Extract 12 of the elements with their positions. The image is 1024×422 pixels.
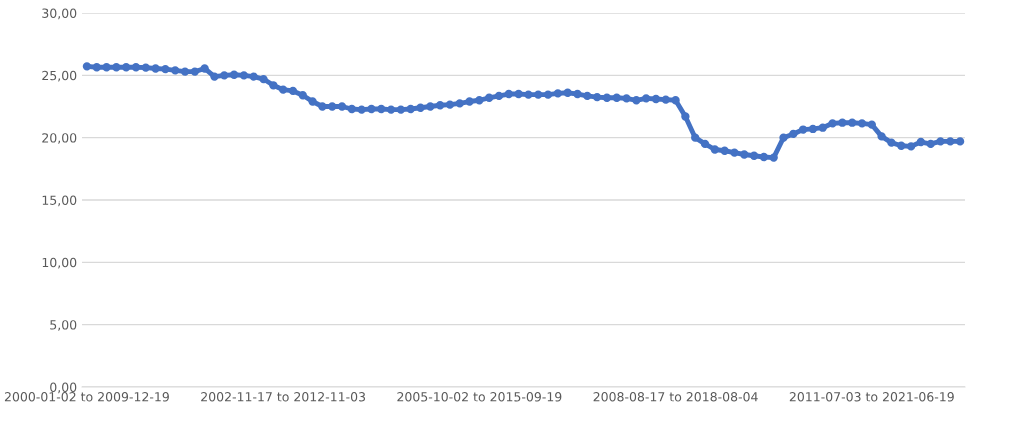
y-tick-label: 10,00 bbox=[42, 257, 77, 269]
y-tick-label: 25,00 bbox=[42, 70, 77, 82]
x-tick-label: 2005-10-02 to 2015-09-19 bbox=[397, 392, 562, 402]
x-tick-label: 2011-07-03 to 2021-06-19 bbox=[789, 392, 954, 402]
y-tick-label: 0,00 bbox=[50, 382, 77, 394]
y-tick-label: 5,00 bbox=[50, 320, 77, 331]
y-tick-label: 15,00 bbox=[42, 195, 77, 207]
x-tick-label: 2000-01-02 to 2009-12-19 bbox=[4, 392, 169, 402]
y-tick-label: 20,00 bbox=[42, 133, 77, 144]
y-tick-label: 30,00 bbox=[42, 8, 77, 20]
x-tick-label: 2002-11-17 to 2012-11-03 bbox=[201, 392, 366, 402]
x-tick-label: 2008-08-17 to 2018-08-04 bbox=[593, 392, 758, 402]
